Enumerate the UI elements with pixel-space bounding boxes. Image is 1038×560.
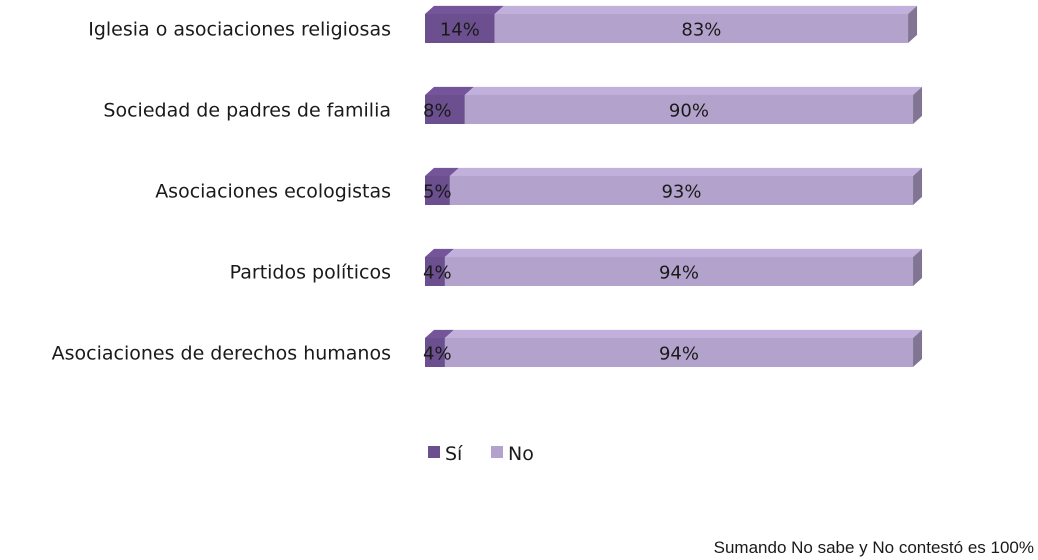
data-label-no: 94% — [659, 263, 699, 284]
bar-top-face — [425, 86, 474, 95]
data-label-si: 8% — [423, 101, 452, 122]
bar-top-face — [449, 167, 923, 176]
bar-no — [444, 248, 923, 286]
data-label-si: 4% — [423, 263, 452, 284]
category-label: Asociaciones ecologistas — [155, 181, 391, 203]
data-label-no: 94% — [659, 344, 699, 365]
bar-top-face — [425, 167, 459, 176]
bar-front-face — [464, 95, 914, 124]
bar-top-face — [494, 5, 918, 15]
data-label-si: 14% — [440, 20, 480, 41]
bar-si — [425, 5, 504, 43]
bar-side-face — [913, 86, 923, 124]
bar-side-face — [908, 5, 918, 43]
data-label-no: 90% — [669, 101, 709, 122]
bar-no — [444, 329, 923, 367]
data-label-si: 5% — [423, 182, 452, 203]
legend-label: No — [508, 443, 534, 465]
category-label: Iglesia o asociaciones religiosas — [88, 19, 391, 41]
bar-no — [449, 167, 923, 205]
bar-si — [425, 329, 454, 367]
footnote: Sumando No sabe y No contestó es 100% — [713, 538, 1034, 557]
bar-top-face — [444, 248, 923, 257]
legend-swatch — [428, 446, 440, 458]
bar-front-face — [494, 14, 909, 43]
bar-top-face — [425, 5, 504, 15]
labels-layer: Iglesia o asociaciones religiosas 14% 83% S… — [52, 19, 722, 365]
bar-top-face — [444, 329, 923, 338]
bar-front-face — [444, 338, 914, 367]
bars-layer — [425, 5, 923, 367]
data-label-si: 4% — [423, 344, 452, 365]
category-label: Sociedad de padres de familia — [103, 100, 391, 122]
legend-label: Sí — [445, 443, 463, 465]
bar-front-face — [425, 95, 465, 124]
bar-front-face — [449, 176, 914, 205]
data-label-no: 93% — [661, 182, 701, 203]
bar-front-face — [444, 257, 914, 286]
bar-top-face — [464, 86, 923, 95]
bar-no — [494, 5, 918, 43]
bar-si — [425, 248, 454, 286]
category-label: Partidos políticos — [230, 262, 391, 284]
category-label: Asociaciones de derechos humanos — [52, 343, 391, 365]
data-label-no: 83% — [681, 20, 721, 41]
bar-si — [425, 86, 474, 124]
bar-side-face — [913, 248, 923, 286]
bar-side-face — [913, 167, 923, 205]
bar-top-face — [425, 248, 454, 257]
bar-si — [425, 167, 459, 205]
legend: Sí No — [428, 443, 534, 465]
bar-top-face — [425, 329, 454, 338]
bar-front-face — [425, 14, 495, 43]
bar-no — [464, 86, 923, 124]
bar-front-face — [425, 176, 450, 205]
legend-swatch — [491, 446, 503, 458]
bar-side-face — [913, 329, 923, 367]
bar-front-face — [425, 338, 445, 367]
bar-front-face — [425, 257, 445, 286]
